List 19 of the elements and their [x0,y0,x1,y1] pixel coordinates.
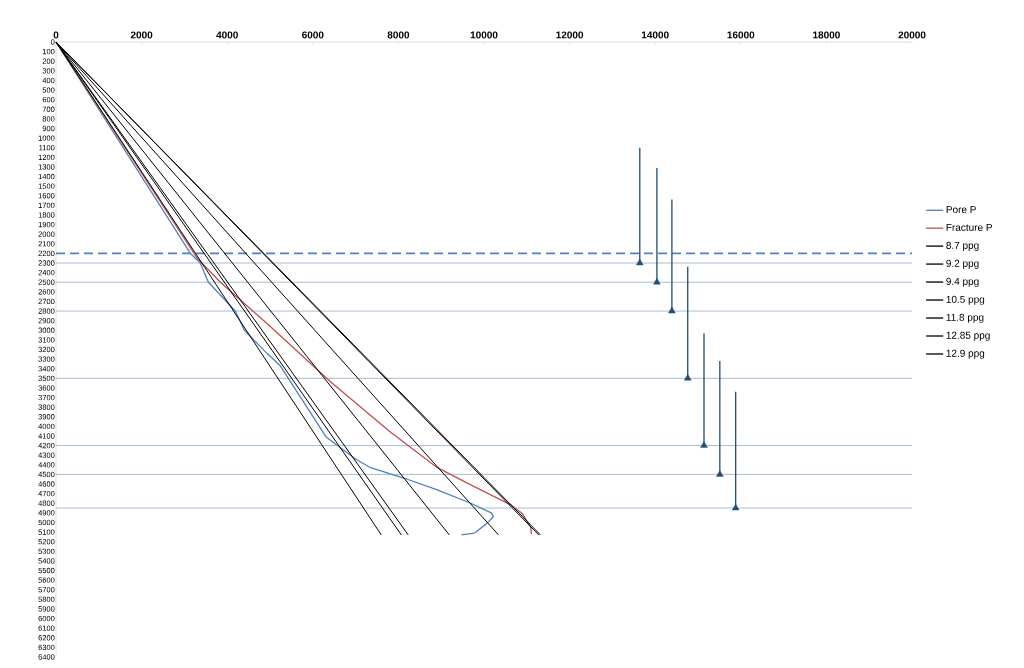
x-tick-label: 6000 [302,31,324,39]
x-tick-label: 12000 [556,31,584,39]
x-tick-label: 4000 [216,31,238,39]
x-tick-label: 16000 [727,31,755,39]
x-tick-label: 2000 [130,31,153,39]
legend-label: 9.2 ppg [946,259,979,269]
x-tick-label: 14000 [641,31,669,39]
legend-label: 10.5 ppg [946,295,985,305]
legend-label: Pore P [946,206,976,214]
legend-label: 11.8 ppg [946,313,984,323]
legend-label: 8.7 ppg [946,241,979,251]
legend-label: 12.9 ppg [946,349,985,359]
x-tick-label: 20000 [898,31,926,39]
legend-label: Fracture P [946,223,992,231]
legend-label: 12.85 ppg [946,331,990,341]
legend-label: 9.4 ppg [946,277,979,287]
x-tick-label: 8000 [387,31,410,39]
x-tick-label: 10000 [470,31,498,39]
x-tick-label: 18000 [813,31,840,39]
